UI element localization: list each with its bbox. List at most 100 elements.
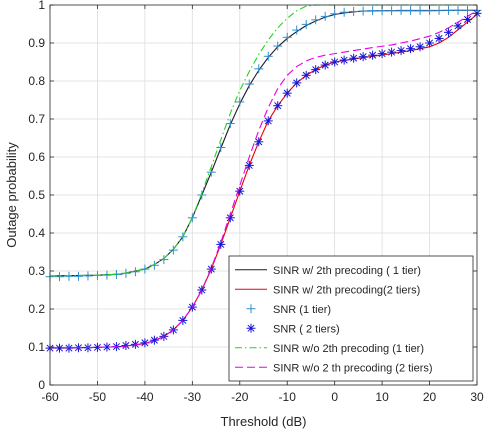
data-point: [244, 79, 254, 89]
legend-label: SINR w/ 2th precoding ( 1 tier): [273, 265, 421, 277]
data-point: [273, 41, 283, 51]
data-point: [282, 88, 292, 98]
data-point: [254, 137, 264, 147]
data-point: [425, 38, 435, 48]
data-point: [463, 14, 473, 24]
x-axis-label: Threshold (dB): [221, 414, 307, 429]
data-point: [235, 186, 245, 196]
data-point: [387, 6, 397, 16]
data-point: [339, 55, 349, 65]
data-point: [235, 97, 245, 107]
y-tick-label: 0.8: [28, 74, 45, 88]
y-tick-label: 0.9: [28, 36, 45, 50]
data-point: [83, 271, 93, 281]
series-3: [45, 5, 482, 282]
data-point: [168, 245, 178, 255]
data-point: [149, 335, 159, 345]
data-point: [301, 19, 311, 29]
data-point: [187, 213, 197, 223]
data-point: [254, 64, 264, 74]
data-point: [330, 57, 340, 67]
data-point: [140, 264, 150, 274]
legend: SINR w/ 2th precoding ( 1 tier) SINR w/ 2…: [228, 255, 474, 382]
data-point: [159, 255, 169, 265]
data-point: [368, 50, 378, 60]
data-point: [339, 7, 349, 17]
legend-label: SINR w/ 2th precoding(2 tiers): [273, 284, 420, 296]
y-tick-label: 1: [38, 0, 45, 12]
legend-item: SINR w/o 2 th precoding (2 tiers): [235, 362, 433, 374]
legend-marker-sample: [246, 323, 256, 333]
data-point: [282, 32, 292, 42]
data-point: [349, 53, 359, 63]
x-tick-label: 0: [331, 390, 338, 404]
data-point: [377, 49, 387, 59]
data-point: [197, 285, 207, 295]
data-point: [263, 51, 273, 61]
data-point: [225, 119, 235, 129]
data-point: [358, 6, 368, 16]
x-tick-label: 30: [470, 390, 484, 404]
y-tick-label: 0.5: [28, 188, 45, 202]
legend-item: SNR ( 2 tiers): [246, 323, 340, 335]
data-point: [444, 27, 454, 37]
data-point: [311, 15, 321, 25]
data-point: [349, 6, 359, 16]
data-point: [358, 52, 368, 62]
x-tick-label: -60: [41, 390, 59, 404]
y-tick-label: 0.2: [28, 302, 45, 316]
y-tick-label: 0.1: [28, 340, 45, 354]
x-tick-label: 10: [375, 390, 389, 404]
y-tick-label: 0.3: [28, 264, 45, 278]
data-point: [453, 21, 463, 31]
data-point: [320, 11, 330, 21]
legend-item: SINR w/ 2th precoding ( 1 tier): [235, 265, 421, 277]
data-point: [387, 47, 397, 57]
data-point: [396, 46, 406, 56]
data-point: [292, 78, 302, 88]
data-point: [54, 272, 64, 282]
x-tick-label: -10: [279, 390, 297, 404]
data-point: [311, 65, 321, 75]
data-point: [415, 42, 425, 52]
data-point: [434, 33, 444, 43]
x-tick-label: -50: [89, 390, 107, 404]
legend-label: SINR w/o 2 th precoding (2 tiers): [273, 362, 433, 374]
data-point: [453, 5, 463, 15]
data-point: [406, 44, 416, 54]
data-point: [73, 271, 83, 281]
legend-label: SNR ( 2 tiers): [273, 323, 340, 335]
legend-marker-sample: [246, 304, 256, 314]
data-point: [444, 5, 454, 15]
data-point: [406, 5, 416, 15]
data-point: [463, 5, 473, 15]
data-point: [320, 60, 330, 70]
data-point: [206, 167, 216, 177]
data-point: [368, 6, 378, 16]
data-point: [140, 338, 150, 348]
legend-label: SNR (1 tier): [273, 304, 331, 316]
y-tick-label: 0.7: [28, 112, 45, 126]
x-tick-label: -20: [231, 390, 249, 404]
legend-box: [228, 255, 474, 382]
y-tick-label: 0.6: [28, 150, 45, 164]
data-point: [244, 160, 254, 170]
legend-label: SINR w/o 2th precoding (1 tier): [273, 343, 424, 355]
data-point: [330, 9, 340, 19]
series-line: [50, 10, 478, 349]
y-tick-label: 0.4: [28, 226, 45, 240]
legend-item: SINR w/ 2th precoding(2 tiers): [235, 284, 420, 296]
data-point: [273, 101, 283, 111]
data-point: [64, 271, 74, 281]
series-layer: [45, 4, 482, 353]
legend-item: SNR (1 tier): [246, 304, 331, 316]
legend-item: SINR w/o 2th precoding (1 tier): [235, 343, 424, 355]
ticks: -60 -50 -40 -30 -20 -10 0 10 20 30 0 0.1 0.2 0.3 0.4 0.…: [28, 0, 484, 404]
x-tick-label: 20: [423, 390, 437, 404]
data-point: [415, 5, 425, 15]
y-tick-label: 0: [38, 378, 45, 392]
x-tick-label: -40: [136, 390, 154, 404]
x-tick-label: -30: [184, 390, 202, 404]
series-6: [50, 10, 478, 349]
y-axis-label: Outage probability: [4, 142, 19, 248]
